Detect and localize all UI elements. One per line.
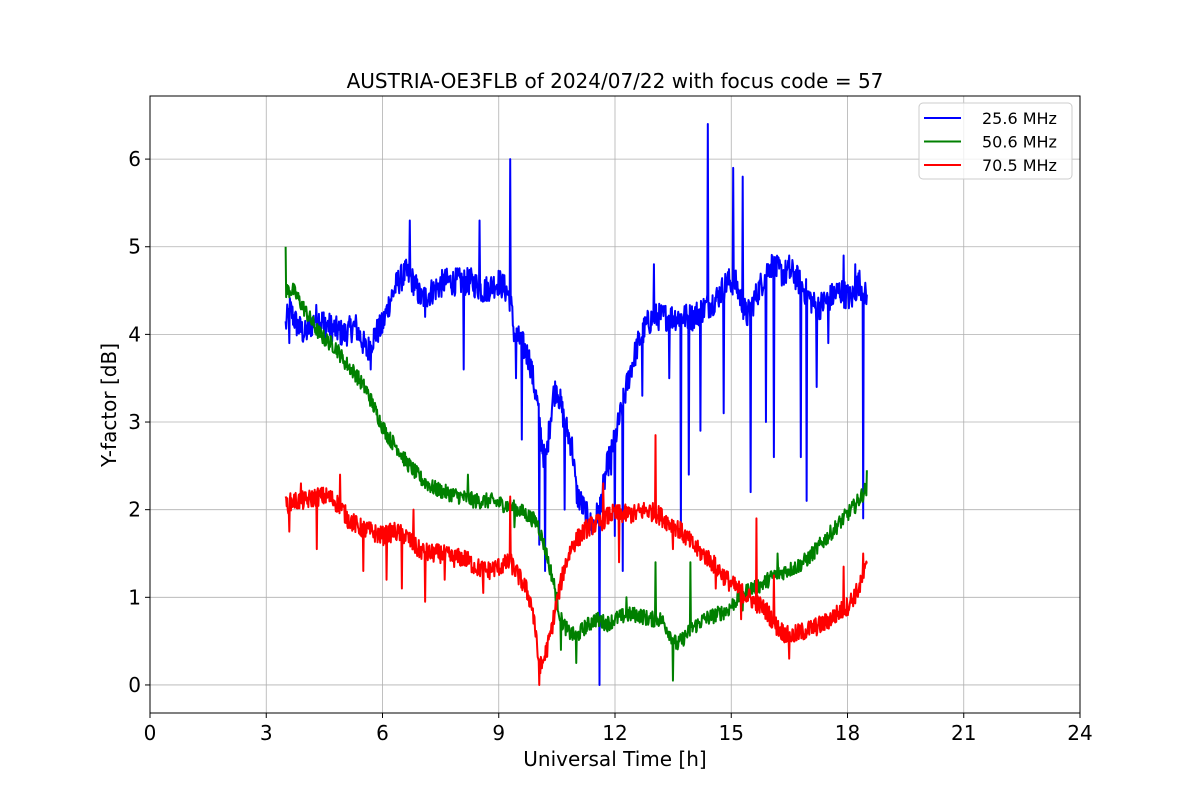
x-axis-label: Universal Time [h]: [523, 747, 706, 771]
legend-label-3: 70.5 MHz: [982, 156, 1057, 175]
x-tick-label: 3: [260, 721, 273, 745]
y-tick-label: 4: [128, 322, 141, 346]
legend: 25.6 MHz 50.6 MHz 70.5 MHz: [918, 102, 1073, 180]
y-tick-label: 3: [128, 410, 141, 434]
legend-box: [918, 102, 1073, 180]
x-tick-label: 21: [951, 721, 976, 745]
x-tick-label: 15: [719, 721, 744, 745]
x-tick-label: 24: [1067, 721, 1092, 745]
legend-label-2: 50.6 MHz: [982, 133, 1057, 152]
y-tick-label: 5: [128, 235, 141, 259]
x-tick-label: 6: [376, 721, 389, 745]
x-tick-label: 9: [492, 721, 505, 745]
series-line-3: [284, 434, 868, 686]
series-line-1: [284, 123, 868, 686]
x-tick-label: 12: [602, 721, 627, 745]
series-line-2: [284, 246, 868, 682]
x-tick-label: 18: [835, 721, 860, 745]
y-axis-label: Y-factor [dB]: [97, 343, 121, 468]
y-tick-label: 0: [128, 673, 141, 697]
chart-title: AUSTRIA-OE3FLB of 2024/07/22 with focus …: [347, 69, 884, 93]
y-tick-label: 1: [128, 585, 141, 609]
grid-lines: [149, 96, 1081, 713]
x-axis: 0 3 6 9 12 15 18 21 24: [144, 713, 1093, 745]
y-tick-label: 2: [128, 498, 141, 522]
x-tick-label: 0: [144, 721, 157, 745]
series-layer: [284, 123, 868, 686]
y-axis: 0 1 2 3 4 5 6: [128, 147, 150, 697]
y-tick-label: 6: [128, 147, 141, 171]
legend-label-1: 25.6 MHz: [982, 109, 1057, 128]
